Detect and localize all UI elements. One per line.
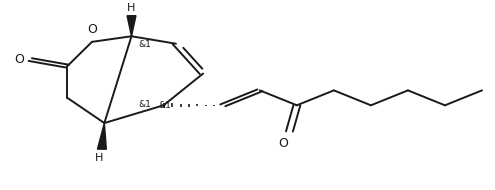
Polygon shape (98, 123, 106, 149)
Text: &1: &1 (138, 100, 151, 109)
Polygon shape (127, 16, 136, 36)
Text: H: H (127, 3, 136, 13)
Text: O: O (278, 137, 288, 150)
Text: O: O (14, 53, 24, 66)
Text: &1: &1 (158, 101, 171, 110)
Text: &1: &1 (138, 40, 151, 49)
Text: H: H (95, 153, 103, 163)
Text: O: O (87, 23, 97, 36)
